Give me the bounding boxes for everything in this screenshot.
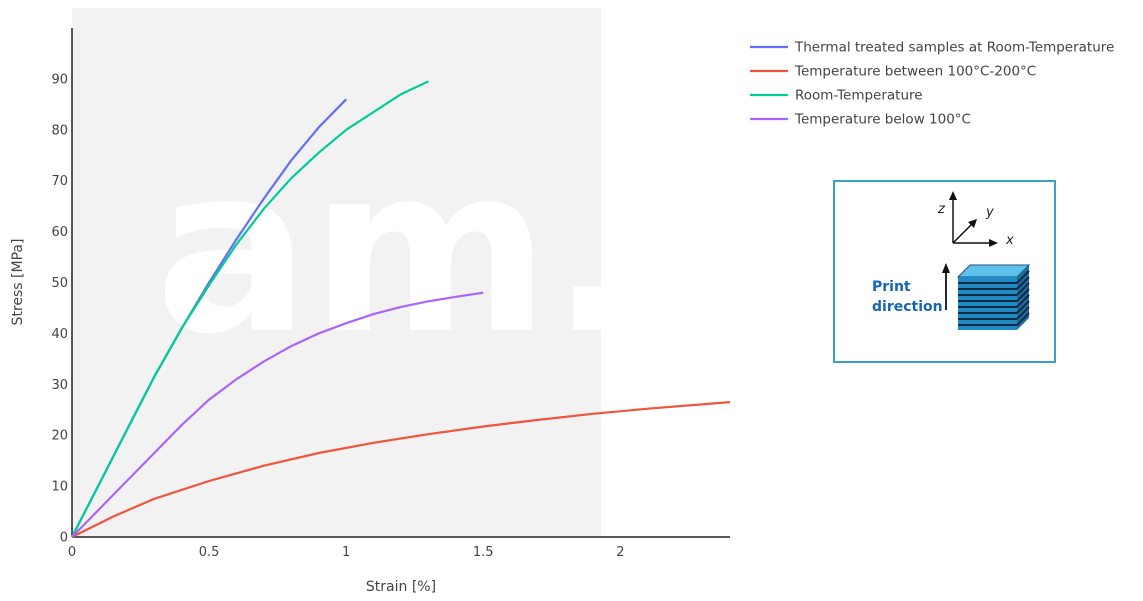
x-axis-title: Strain [%] [366, 579, 436, 595]
y-tick-label: 40 [51, 327, 68, 342]
series-line-4 [71, 291, 484, 538]
axis-x-label: x [1005, 233, 1014, 248]
x-tick-label: 0 [68, 545, 76, 560]
legend-item-label: Room-Temperature [795, 88, 923, 104]
y-tick-labels: 0 10 20 30 40 50 60 70 80 90 [51, 72, 68, 545]
watermark: am. [155, 118, 637, 385]
y-tick-label: 90 [51, 72, 68, 87]
axis-z-label: z [937, 202, 946, 217]
y-tick-label: 10 [51, 480, 68, 495]
legend-item-label: Thermal treated samples at Room-Temperat… [794, 40, 1114, 56]
coordinate-axes: z y x [937, 191, 1014, 248]
print-direction-inset: z y x Print direction [833, 180, 1056, 363]
y-tick-label: 80 [51, 123, 68, 138]
series-line-3 [71, 80, 429, 538]
axis-y-label: y [985, 205, 994, 220]
x-tick-labels: 0 0.5 1 1.5 2 [68, 545, 625, 560]
y-tick-label: 30 [51, 378, 68, 393]
y-tick-label: 20 [51, 429, 68, 444]
print-label-line2: direction [872, 299, 943, 315]
series-line-2 [71, 401, 731, 538]
y-tick-label: 50 [51, 276, 68, 291]
x-tick-label: 0.5 [199, 545, 220, 560]
x-tick-label: 2 [616, 545, 624, 560]
y-tick-label: 0 [60, 531, 68, 546]
legend: Thermal treated samples at Room-Temperat… [750, 40, 1114, 128]
legend-item-label: Temperature below 100°C [794, 112, 971, 128]
x-tick-label: 1 [342, 545, 350, 560]
x-tick-label: 1.5 [473, 545, 494, 560]
print-label-line1: Print [872, 279, 911, 295]
legend-item-label: Temperature between 100°C-200°C [794, 64, 1036, 80]
layered-print-block-icon [956, 264, 1031, 330]
y-axis-title: Stress [MPa] [10, 239, 26, 326]
y-tick-label: 60 [51, 225, 68, 240]
series-lines [71, 80, 731, 538]
y-tick-label: 70 [51, 174, 68, 189]
